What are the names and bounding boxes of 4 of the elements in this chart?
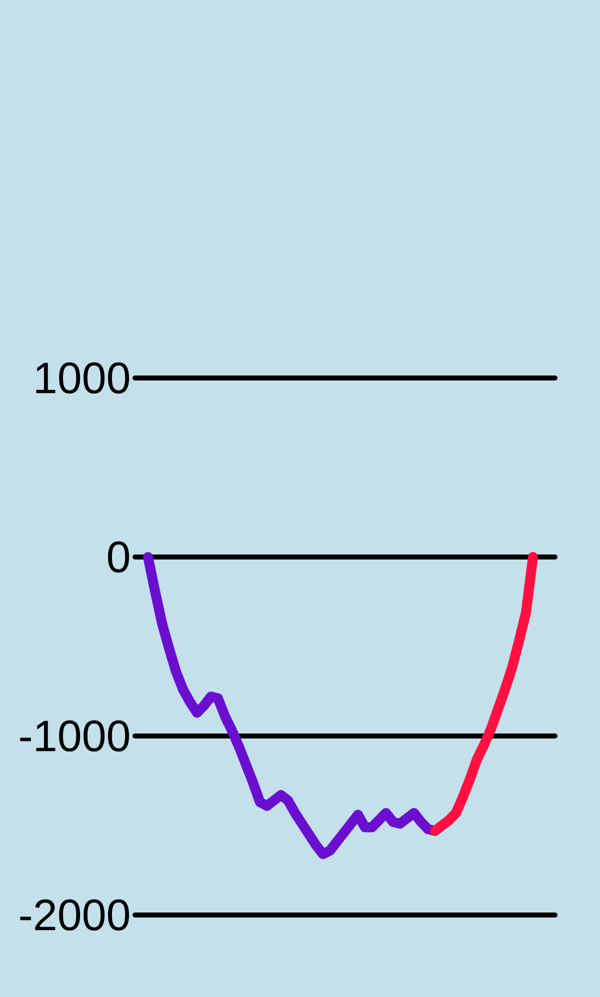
y-tick-label: 0: [108, 541, 130, 573]
y-tick-label: -1000: [20, 720, 130, 752]
y-tick-label: -2000: [20, 899, 130, 931]
y-tick-label: 1000: [36, 362, 130, 394]
